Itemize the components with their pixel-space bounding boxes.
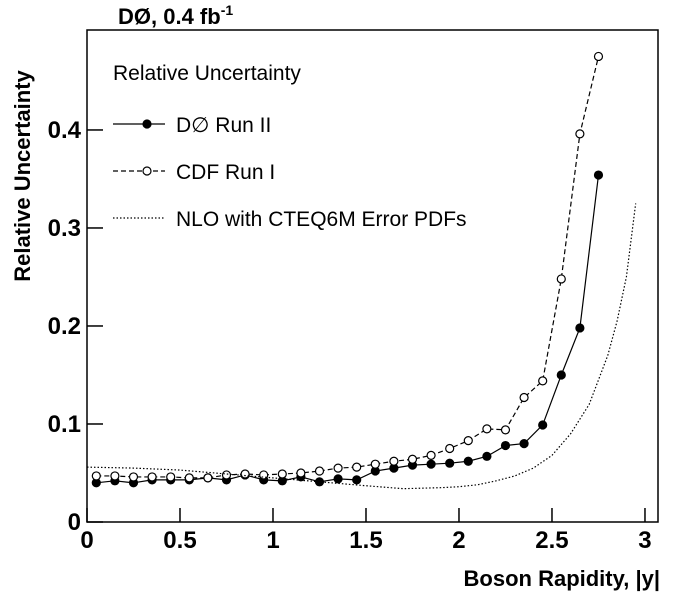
data-point [184, 473, 194, 483]
legend-marker [142, 119, 152, 129]
x-tick-label: 0 [80, 527, 93, 554]
x-tick-label: 1 [266, 527, 279, 554]
data-point [575, 129, 585, 139]
data-point [463, 436, 473, 446]
data-point [110, 471, 120, 481]
data-point [147, 472, 157, 482]
x-tick-label: 2.5 [535, 527, 568, 554]
data-point [519, 392, 529, 403]
data-point [333, 474, 343, 484]
y-tick-label: 0.4 [48, 117, 82, 144]
data-point [352, 475, 362, 485]
x-tick-label: 3 [638, 527, 651, 554]
data-point [445, 458, 455, 468]
data-point [575, 323, 585, 333]
data-point [240, 469, 250, 479]
data-point [519, 438, 529, 449]
data-point [407, 454, 418, 464]
data-point [128, 472, 139, 482]
x-axis-label: Boson Rapidity, |y| [464, 566, 660, 591]
data-point [556, 274, 566, 284]
legend-label: NLO with CTEQ6M Error PDFs [176, 208, 467, 231]
data-point [500, 440, 511, 451]
data-point [221, 470, 232, 480]
data-point [314, 477, 325, 487]
data-point [593, 170, 604, 180]
data-point [389, 456, 399, 466]
y-axis-label: Relative Uncertainty [10, 69, 35, 281]
legend-title: Relative Uncertainty [113, 62, 301, 85]
data-point [538, 376, 548, 386]
y-tick-label: 0 [68, 509, 81, 536]
legend-label: CDF Run I [176, 161, 275, 184]
series-line [96, 174, 600, 484]
data-point [426, 459, 436, 469]
data-point [370, 459, 380, 469]
data-point [203, 473, 213, 483]
data-point [556, 370, 566, 380]
data-point [314, 466, 325, 476]
data-point [463, 456, 473, 466]
data-point [426, 450, 436, 460]
data-point [500, 425, 511, 435]
title-main: DØ, 0.4 fb [118, 4, 221, 29]
series-line [86, 203, 637, 490]
y-tick-label: 0.1 [48, 411, 81, 438]
data-point [166, 472, 176, 482]
data-point [482, 451, 492, 461]
x-tick-label: 2 [452, 527, 465, 554]
data-point [296, 468, 306, 478]
y-tick-label: 0.2 [48, 313, 81, 340]
data-point [333, 463, 343, 473]
legend-label: D∅ Run II [176, 114, 271, 137]
title-superscript: -1 [221, 2, 234, 18]
data-point [593, 51, 604, 62]
data-point [445, 443, 455, 454]
data-point [538, 420, 548, 430]
series-line [96, 56, 600, 479]
x-tick-label: 1.5 [349, 527, 382, 554]
chart-title: DØ, 0.4 fb-1 [118, 2, 233, 29]
data-point [277, 469, 287, 479]
legend-marker [142, 166, 152, 176]
data-point [352, 462, 362, 472]
y-tick-label: 0.3 [48, 215, 81, 242]
data-point [91, 471, 101, 481]
x-tick-label: 0.5 [163, 527, 196, 554]
data-point [482, 424, 492, 434]
plot-frame [86, 29, 659, 523]
